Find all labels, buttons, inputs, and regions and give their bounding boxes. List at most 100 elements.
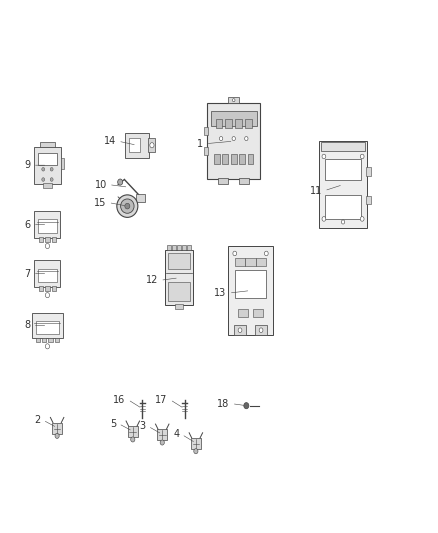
Text: 6: 6 [25, 220, 31, 230]
Ellipse shape [238, 328, 242, 333]
Text: 12: 12 [146, 276, 158, 285]
Bar [43, 183, 52, 188]
Ellipse shape [360, 154, 364, 159]
Text: 10: 10 [95, 180, 107, 190]
Bar [42, 337, 46, 342]
Bar [226, 119, 232, 128]
Bar [35, 321, 59, 334]
Bar [247, 154, 254, 164]
Ellipse shape [42, 177, 45, 181]
Bar [325, 159, 361, 180]
Text: 5: 5 [110, 418, 117, 429]
Ellipse shape [265, 251, 268, 256]
Ellipse shape [42, 167, 45, 171]
Ellipse shape [46, 244, 49, 248]
Ellipse shape [194, 449, 198, 454]
Bar [32, 312, 63, 338]
Bar [36, 337, 40, 342]
Text: 13: 13 [214, 288, 226, 298]
Ellipse shape [259, 328, 263, 333]
Bar [128, 426, 138, 438]
Bar [218, 178, 228, 184]
Bar [234, 325, 246, 335]
Ellipse shape [341, 220, 345, 224]
Bar [215, 119, 223, 128]
Bar [40, 142, 55, 147]
Bar [229, 97, 239, 103]
Ellipse shape [232, 136, 235, 141]
Bar [231, 154, 237, 164]
Ellipse shape [117, 195, 138, 217]
Bar [39, 237, 43, 242]
Bar [245, 258, 256, 266]
Bar [34, 147, 61, 183]
Ellipse shape [322, 154, 326, 159]
Bar [182, 245, 186, 250]
Bar [172, 245, 176, 250]
Ellipse shape [360, 216, 364, 221]
Bar [239, 154, 245, 164]
Bar [38, 269, 57, 282]
Text: 16: 16 [113, 394, 126, 405]
Bar [148, 138, 155, 152]
Bar [52, 237, 56, 242]
Bar [52, 423, 62, 434]
Ellipse shape [125, 203, 130, 209]
Bar [366, 167, 371, 176]
Bar [52, 286, 56, 291]
Bar [214, 154, 220, 164]
Ellipse shape [50, 177, 53, 181]
Bar [125, 133, 148, 158]
Bar [239, 178, 249, 184]
Ellipse shape [233, 99, 235, 102]
Bar [35, 260, 60, 287]
Ellipse shape [219, 136, 223, 141]
Bar [46, 237, 49, 242]
Ellipse shape [245, 136, 248, 141]
Bar [165, 250, 193, 305]
Ellipse shape [118, 179, 123, 185]
Bar [168, 253, 190, 269]
Ellipse shape [160, 440, 164, 445]
Ellipse shape [55, 433, 59, 439]
Bar [191, 438, 201, 449]
Bar [211, 111, 257, 126]
Bar [61, 158, 64, 169]
Ellipse shape [322, 216, 326, 221]
Bar [229, 246, 272, 335]
Bar [38, 220, 57, 233]
Bar [38, 154, 57, 165]
Bar [325, 195, 361, 220]
Bar [168, 282, 190, 301]
Bar [223, 154, 228, 164]
Bar [175, 304, 183, 310]
Bar [46, 286, 49, 291]
Text: 7: 7 [25, 269, 31, 279]
Bar [167, 245, 171, 250]
Ellipse shape [46, 344, 49, 349]
Text: 4: 4 [173, 429, 180, 439]
Text: 17: 17 [155, 394, 168, 405]
Bar [35, 211, 60, 238]
Bar [187, 245, 191, 250]
Bar [49, 337, 53, 342]
Bar [39, 286, 43, 291]
Bar [256, 258, 266, 266]
Ellipse shape [150, 143, 154, 148]
Bar [204, 147, 208, 156]
Bar [235, 270, 266, 298]
Ellipse shape [120, 199, 134, 213]
Bar [319, 141, 367, 228]
Text: 9: 9 [25, 160, 31, 170]
Ellipse shape [233, 251, 237, 256]
Bar [208, 103, 260, 179]
Ellipse shape [46, 293, 49, 298]
Bar [204, 127, 208, 135]
Bar [366, 196, 371, 204]
Ellipse shape [50, 167, 53, 171]
Text: 2: 2 [35, 415, 41, 425]
Text: 14: 14 [104, 136, 116, 146]
Bar [157, 429, 167, 440]
Bar [177, 245, 181, 250]
Bar [253, 309, 263, 318]
